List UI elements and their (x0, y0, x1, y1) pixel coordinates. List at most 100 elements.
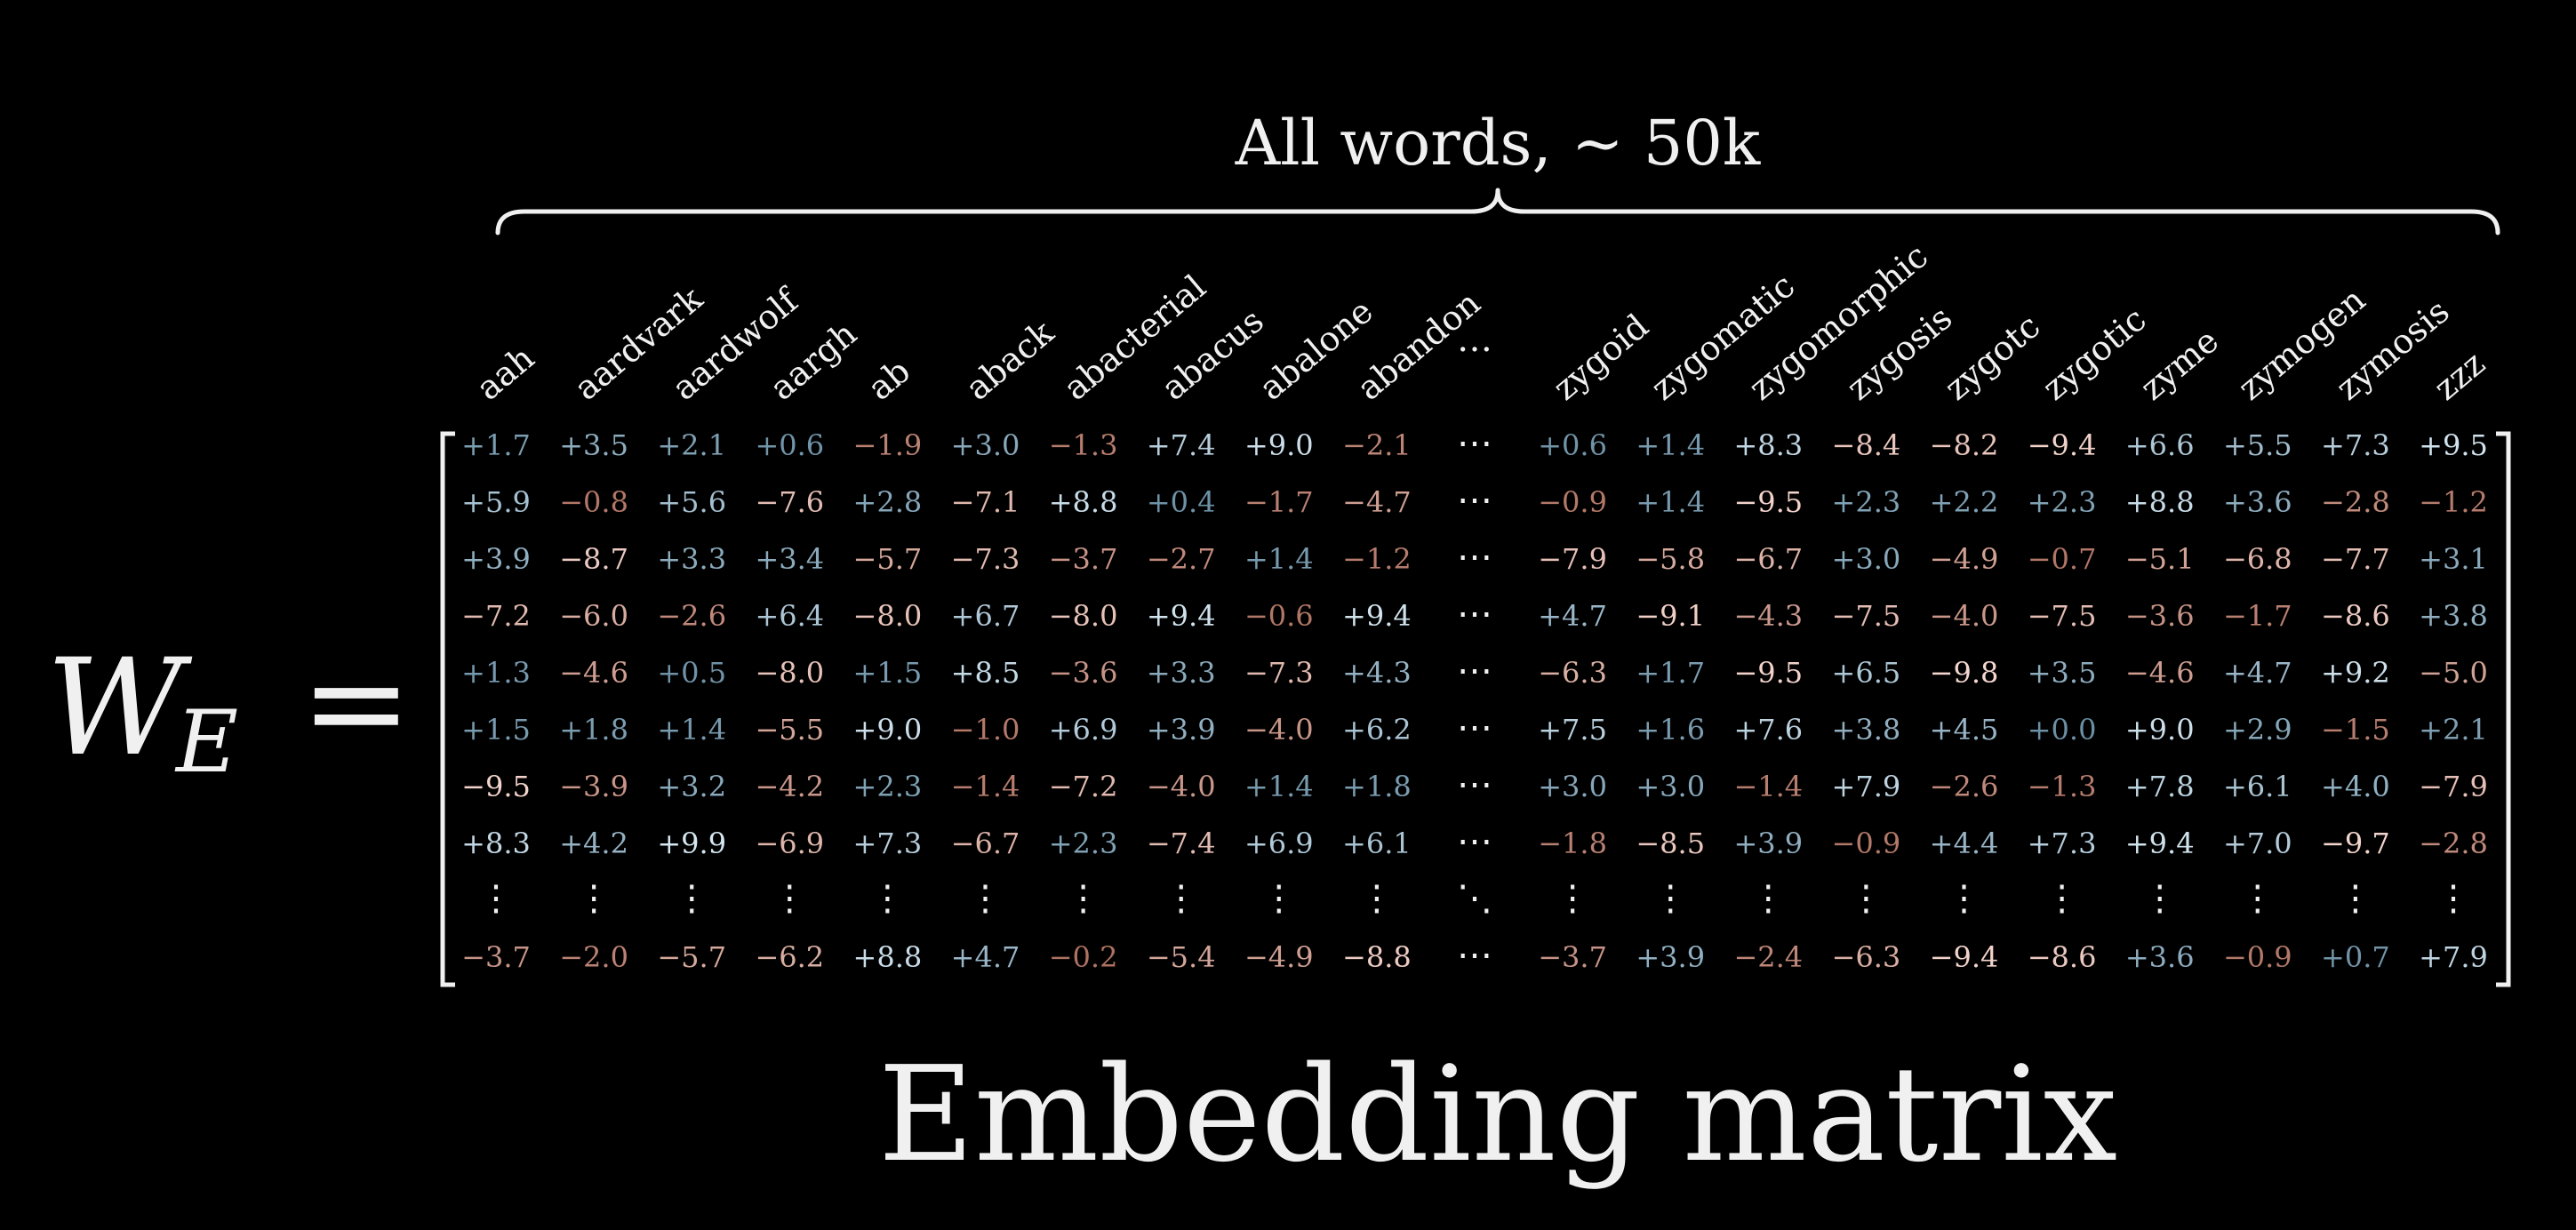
matrix-cell: −8.0 (853, 599, 923, 633)
matrix-cell: +1.3 (461, 656, 531, 690)
matrix-cell: −4.3 (1733, 599, 1803, 633)
matrix-ellipsis: ⋯ (1457, 821, 1492, 862)
matrix-cell: +3.3 (657, 542, 726, 576)
matrix-cell: +2.1 (2419, 713, 2488, 747)
matrix-cell: −3.6 (1049, 656, 1118, 690)
matrix-cell: +4.7 (1538, 599, 1607, 633)
matrix-cell: +0.7 (2321, 940, 2390, 974)
matrix-cell: −1.3 (1049, 428, 1118, 462)
matrix-cell: +3.2 (657, 770, 726, 803)
matrix-ellipsis: ⋮ (1164, 878, 1199, 919)
matrix-cell: +8.3 (1733, 428, 1803, 462)
matrix-cell: −1.4 (1733, 770, 1803, 803)
matrix-cell: −6.3 (1832, 940, 1901, 974)
matrix-cell: +3.5 (559, 428, 628, 462)
matrix-cell: +2.2 (1930, 485, 1999, 519)
matrix-cell: +3.1 (2419, 542, 2488, 576)
matrix-cell: −8.6 (2321, 599, 2390, 633)
matrix-ellipsis: ⋯ (1457, 423, 1492, 464)
matrix-cell: +1.4 (1636, 428, 1705, 462)
matrix-cell: +9.0 (1244, 428, 1314, 462)
matrix-cell: −5.0 (2419, 656, 2488, 690)
matrix-cell: −0.9 (1832, 827, 1901, 860)
matrix-cell: −1.7 (2223, 599, 2292, 633)
matrix-cell: +9.0 (2125, 713, 2195, 747)
matrix-cell: +9.4 (2125, 827, 2195, 860)
matrix-cell: +0.5 (657, 656, 726, 690)
matrix-ellipsis: ⋮ (2142, 878, 2178, 919)
matrix-cell: +6.4 (755, 599, 824, 633)
matrix-cell: −6.7 (1733, 542, 1803, 576)
matrix-cell: +3.9 (1733, 827, 1803, 860)
column-ellipsis: … (1457, 319, 1492, 360)
matrix-cell: −2.8 (2419, 827, 2488, 860)
matrix-ellipsis: ⋮ (2436, 878, 2471, 919)
matrix-cell: −3.9 (559, 770, 628, 803)
matrix-cell: +4.0 (2321, 770, 2390, 803)
matrix-subscript: E (174, 692, 238, 792)
matrix-cell: −6.7 (951, 827, 1020, 860)
matrix-cell: −3.6 (2125, 599, 2195, 633)
matrix-cell: −9.7 (2321, 827, 2390, 860)
matrix-cell: +8.3 (461, 827, 531, 860)
matrix-cell: +3.8 (1832, 713, 1901, 747)
matrix-cell: −7.6 (755, 485, 824, 519)
matrix-cell: +2.3 (2028, 485, 2097, 519)
matrix-cell: −4.6 (2125, 656, 2195, 690)
matrix-cell: −0.9 (1538, 485, 1607, 519)
matrix-cell: −9.4 (1930, 940, 1999, 974)
matrix-ellipsis: ⋮ (576, 878, 612, 919)
matrix-cell: +2.3 (853, 770, 923, 803)
matrix-cell: −7.5 (1832, 599, 1901, 633)
matrix-cell: −2.8 (2321, 485, 2390, 519)
matrix-cell: +2.9 (2223, 713, 2292, 747)
matrix-cell: +7.3 (853, 827, 923, 860)
matrix-cell: −0.8 (559, 485, 628, 519)
matrix-cell: +5.6 (657, 485, 726, 519)
matrix-cell: −7.2 (1049, 770, 1118, 803)
matrix-cell: −2.4 (1733, 940, 1803, 974)
matrix-cell: +3.3 (1147, 656, 1216, 690)
matrix-cell: +1.4 (1244, 542, 1314, 576)
matrix-cell: −8.4 (1832, 428, 1901, 462)
matrix-cell: +4.7 (951, 940, 1020, 974)
matrix-cell: +0.6 (755, 428, 824, 462)
matrix-ellipsis: ⋮ (1652, 878, 1688, 919)
matrix-cell: +0.0 (2028, 713, 2097, 747)
matrix-cell: −4.0 (1147, 770, 1216, 803)
matrix-cell: +2.3 (1832, 485, 1901, 519)
matrix-cell: −5.1 (2125, 542, 2195, 576)
matrix-ellipsis: ⋮ (1947, 878, 1982, 919)
matrix-cell: −2.6 (1930, 770, 1999, 803)
matrix-cell: +7.0 (2223, 827, 2292, 860)
matrix-ellipsis: ⋯ (1457, 594, 1492, 635)
matrix-cell: −0.6 (1244, 599, 1314, 633)
matrix-cell: −7.3 (1244, 656, 1314, 690)
matrix-symbol: W (46, 631, 193, 786)
matrix-cell: −2.0 (559, 940, 628, 974)
matrix-ellipsis: ⋮ (968, 878, 1004, 919)
matrix-cell: +3.0 (1636, 770, 1705, 803)
matrix-cell: −2.1 (1342, 428, 1412, 462)
matrix-cell: −8.5 (1636, 827, 1705, 860)
matrix-cell: −7.2 (461, 599, 531, 633)
matrix-cell: +9.5 (2419, 428, 2488, 462)
matrix-cell: −8.6 (2028, 940, 2097, 974)
matrix-cell: −0.9 (2223, 940, 2292, 974)
matrix-cell: +9.2 (2321, 656, 2390, 690)
matrix-ellipsis: ⋮ (1750, 878, 1786, 919)
matrix-cell: +7.9 (2419, 940, 2488, 974)
matrix-cell: +6.1 (2223, 770, 2292, 803)
matrix-ellipsis: ⋮ (1261, 878, 1297, 919)
matrix-cell: +1.4 (1244, 770, 1314, 803)
matrix-cell: +7.8 (2125, 770, 2195, 803)
matrix-ellipsis: ⋮ (1066, 878, 1101, 919)
matrix-cell: +3.4 (755, 542, 824, 576)
matrix-cell: −7.3 (951, 542, 1020, 576)
matrix-cell: +7.4 (1147, 428, 1216, 462)
matrix-cell: +3.9 (1636, 940, 1705, 974)
matrix-ellipsis: ⋮ (1848, 878, 1884, 919)
matrix-ellipsis: ⋯ (1457, 707, 1492, 748)
matrix-cell: −8.2 (1930, 428, 1999, 462)
